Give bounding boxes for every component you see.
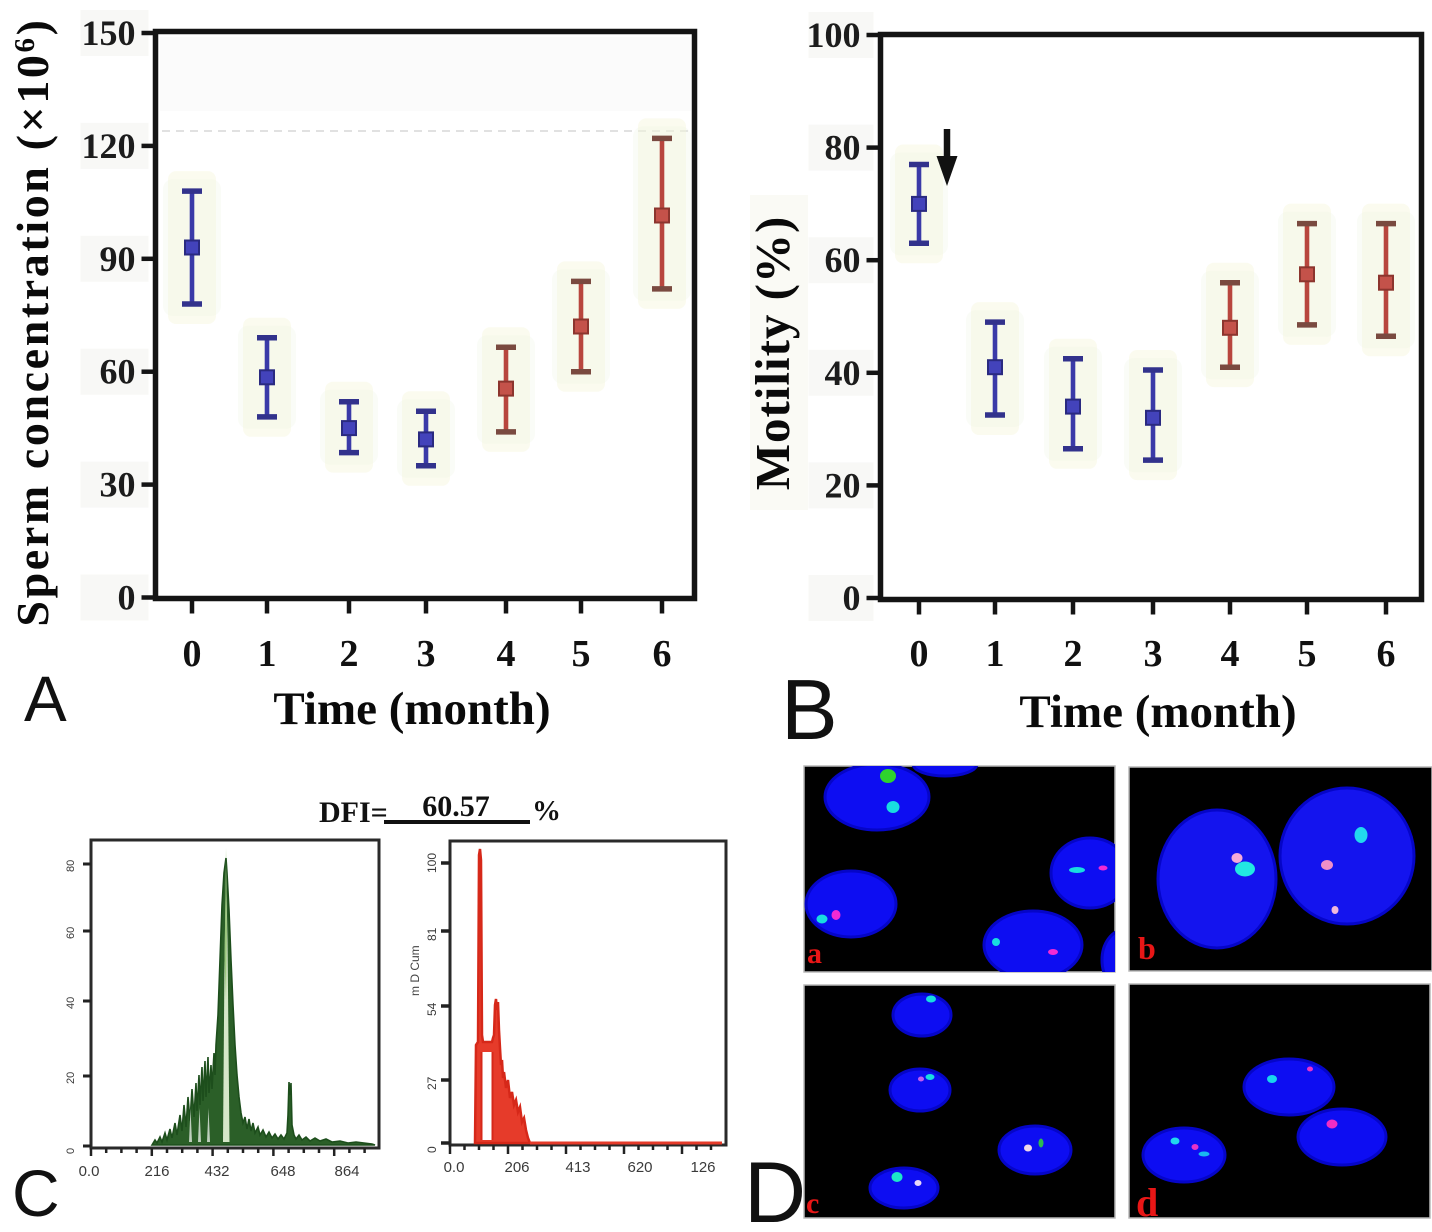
svg-text:81: 81: [425, 927, 439, 941]
svg-text:2: 2: [340, 633, 359, 675]
svg-text:0: 0: [118, 578, 136, 618]
svg-text:6: 6: [653, 633, 672, 675]
svg-text:0: 0: [910, 633, 929, 675]
svg-text:D: D: [744, 1145, 806, 1232]
svg-text:126: 126: [690, 1159, 715, 1176]
svg-text:0: 0: [183, 633, 202, 675]
svg-text:620: 620: [627, 1159, 652, 1176]
svg-text:413: 413: [565, 1159, 590, 1176]
svg-text:54: 54: [425, 1002, 439, 1016]
svg-text:C: C: [12, 1156, 60, 1230]
svg-text:40: 40: [65, 997, 77, 1009]
svg-text:5: 5: [572, 633, 591, 675]
svg-text:0: 0: [843, 578, 861, 618]
svg-text:20: 20: [65, 1072, 77, 1084]
svg-text:0.0: 0.0: [444, 1159, 465, 1176]
svg-text:150: 150: [82, 13, 136, 53]
svg-text:d: d: [1136, 1180, 1158, 1225]
svg-text:0: 0: [65, 1148, 77, 1154]
svg-text:A: A: [24, 663, 67, 735]
svg-text:%: %: [532, 795, 561, 827]
svg-text:432: 432: [204, 1163, 229, 1180]
svg-text:0: 0: [425, 1146, 439, 1153]
svg-text:Sperm concentration (×106): Sperm concentration (×106): [7, 17, 58, 626]
svg-text:0.0: 0.0: [79, 1163, 100, 1180]
svg-text:B: B: [781, 663, 838, 758]
svg-text:864: 864: [334, 1163, 359, 1180]
svg-text:2: 2: [1064, 633, 1083, 675]
svg-text:3: 3: [1144, 633, 1163, 675]
svg-text:60: 60: [100, 352, 136, 392]
svg-text:3: 3: [417, 633, 436, 675]
svg-text:60.57: 60.57: [422, 790, 490, 823]
svg-text:60: 60: [65, 927, 77, 939]
svg-text:20: 20: [825, 465, 861, 505]
svg-text:80: 80: [65, 860, 77, 872]
svg-text:120: 120: [82, 126, 136, 166]
svg-text:60: 60: [825, 240, 861, 280]
svg-text:4: 4: [1221, 633, 1240, 675]
svg-text:40: 40: [825, 353, 861, 393]
svg-text:4: 4: [497, 633, 516, 675]
svg-text:DFI=: DFI=: [319, 796, 388, 829]
svg-text:648: 648: [270, 1163, 295, 1180]
svg-text:100: 100: [425, 853, 439, 873]
svg-text:206: 206: [504, 1159, 529, 1176]
svg-text:1: 1: [258, 633, 277, 675]
svg-text:5: 5: [1298, 633, 1317, 675]
svg-text:Time (month): Time (month): [1019, 686, 1296, 738]
svg-text:b: b: [1138, 930, 1156, 966]
svg-text:m D Cum: m D Cum: [408, 945, 422, 996]
svg-text:27: 27: [425, 1076, 439, 1090]
svg-text:80: 80: [825, 128, 861, 168]
svg-text:Motility (%): Motility (%): [745, 216, 800, 491]
svg-text:Time (month): Time (month): [273, 683, 550, 735]
svg-text:c: c: [806, 1187, 819, 1220]
svg-text:30: 30: [100, 465, 136, 505]
svg-text:216: 216: [144, 1163, 169, 1180]
svg-text:100: 100: [807, 15, 861, 55]
svg-text:a: a: [807, 937, 822, 970]
svg-text:90: 90: [100, 239, 136, 279]
svg-text:1: 1: [986, 633, 1005, 675]
svg-text:6: 6: [1377, 633, 1396, 675]
